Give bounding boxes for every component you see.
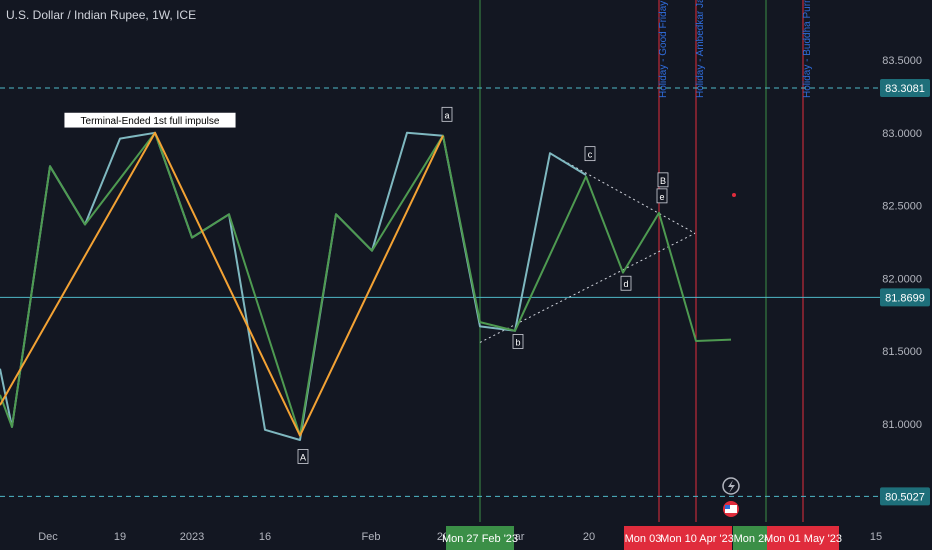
triangle-line-0 [479, 232, 696, 343]
wave-label-4: c [584, 146, 596, 162]
date-badge-label-0: Mon 27 Feb '23 [442, 533, 518, 545]
wave-label-box [441, 106, 453, 122]
series-line-0 [0, 131, 732, 437]
date-badge-label-2: Mon 10 Apr '23 [660, 533, 734, 545]
chart-title: U.S. Dollar / Indian Rupee, 1W, ICE [6, 8, 197, 22]
wave-label-text: a [444, 110, 449, 120]
x-tick-label: Feb [362, 531, 381, 543]
price-tag-1 [880, 288, 930, 307]
y-tick-label: 83.5000 [882, 55, 922, 67]
y-tick-label: 82.5000 [882, 201, 922, 213]
wave-label-text: d [623, 279, 628, 289]
date-badge-4 [767, 526, 839, 550]
wave-label-text: b [515, 337, 520, 347]
wave-label-box [584, 146, 596, 162]
series-line-2 [0, 131, 444, 437]
wave-label-1: a [441, 106, 453, 122]
lightning-icon-glyph [728, 480, 735, 493]
wave-label-box [297, 449, 309, 464]
x-tick-label: 2023 [180, 531, 204, 543]
wave-label-box [656, 188, 668, 204]
date-badge-2 [662, 526, 732, 550]
wave-label-box [657, 172, 669, 188]
wave-label-text: Terminal-Ended 1st full impulse [81, 116, 220, 127]
date-badge-3 [733, 526, 771, 550]
holiday-label-1: Holiday - Ambedkar Jayanthi [695, 0, 706, 98]
holiday-label-0: Holiday - Good Friday [658, 1, 669, 98]
y-tick-label: 81.0000 [882, 419, 922, 431]
y-tick-label: 81.5000 [882, 346, 922, 358]
holiday-label-2: Holiday - Buddha Purnima Day [802, 0, 813, 98]
us-flag-icon-canton [725, 505, 730, 509]
date-badge-0 [446, 526, 514, 550]
wave-label-box [512, 334, 524, 349]
wave-label-3: b [512, 334, 524, 349]
x-tick-label: 15 [870, 531, 882, 543]
wave-label-7: d [620, 275, 632, 291]
x-tick-label: Dec [38, 531, 58, 543]
price-tag-label-2: 80.5027 [885, 491, 925, 503]
x-tick-label: 20 [583, 531, 595, 543]
triangle-line-1 [549, 152, 696, 234]
y-tick-label: 82.0000 [882, 273, 922, 285]
wave-label-0: Terminal-Ended 1st full impulse [64, 112, 236, 128]
wave-label-text: c [588, 150, 593, 160]
date-badge-1 [624, 526, 662, 550]
wave-label-6: e [656, 188, 668, 204]
wave-label-2: A [297, 449, 309, 464]
x-tick-label: 19 [114, 531, 126, 543]
date-badge-label-3: Mon 24 [734, 533, 771, 545]
series-line-1 [0, 131, 587, 441]
event-marker-dot [732, 193, 736, 197]
wave-label-text: B [660, 176, 666, 186]
y-tick-label: 83.0000 [882, 128, 922, 140]
wave-label-box [64, 112, 236, 128]
wave-label-box [620, 275, 632, 291]
x-tick-label: 16 [259, 531, 271, 543]
price-tag-2 [880, 487, 930, 506]
wave-label-5: B [657, 172, 669, 188]
date-badge-label-4: Mon 01 May '23 [764, 533, 842, 545]
wave-label-text: e [659, 192, 664, 202]
price-tag-label-1: 81.8699 [885, 292, 925, 304]
price-tag-0 [880, 78, 930, 97]
us-flag-icon-stripes [725, 505, 737, 513]
date-badge-label-1: Mon 03 [625, 533, 662, 545]
price-tag-label-0: 83.3081 [885, 83, 925, 95]
wave-label-text: A [300, 452, 306, 462]
